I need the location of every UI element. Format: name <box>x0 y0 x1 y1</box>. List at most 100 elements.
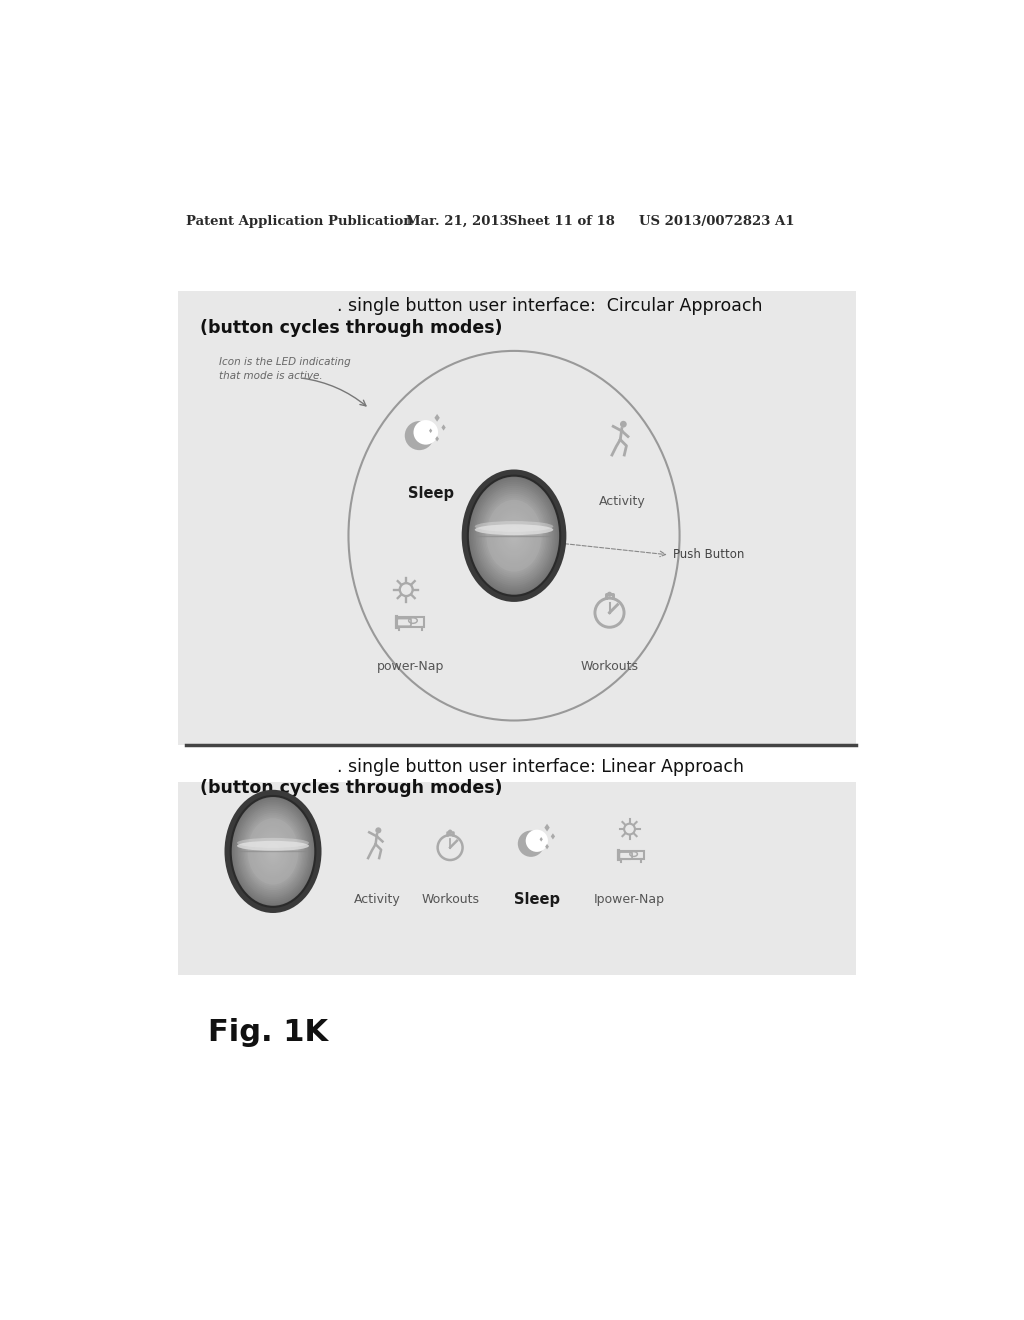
Ellipse shape <box>266 842 281 861</box>
Text: Workouts: Workouts <box>581 660 639 673</box>
Ellipse shape <box>246 816 300 887</box>
Polygon shape <box>551 833 555 840</box>
Ellipse shape <box>480 491 548 579</box>
Text: . single button user interface: Linear Approach: . single button user interface: Linear A… <box>337 758 743 776</box>
Ellipse shape <box>237 804 309 899</box>
Text: power-Nap: power-Nap <box>377 660 443 673</box>
Circle shape <box>447 829 453 834</box>
Circle shape <box>449 846 452 849</box>
Text: that mode is active.: that mode is active. <box>219 371 323 381</box>
Ellipse shape <box>499 516 529 556</box>
Polygon shape <box>441 425 445 430</box>
Ellipse shape <box>260 834 286 869</box>
Text: Mar. 21, 2013: Mar. 21, 2013 <box>407 215 509 228</box>
Text: US 2013/0072823 A1: US 2013/0072823 A1 <box>639 215 795 228</box>
Polygon shape <box>434 414 439 421</box>
Text: Sheet 11 of 18: Sheet 11 of 18 <box>508 215 614 228</box>
Polygon shape <box>429 429 432 433</box>
Text: (button cycles through modes): (button cycles through modes) <box>200 319 503 337</box>
Ellipse shape <box>232 797 314 906</box>
Text: Sleep: Sleep <box>408 486 454 500</box>
Polygon shape <box>540 837 543 842</box>
Ellipse shape <box>271 850 274 853</box>
Ellipse shape <box>244 813 303 890</box>
Ellipse shape <box>264 841 282 862</box>
Ellipse shape <box>240 807 307 896</box>
Text: . single button user interface:  Circular Approach: . single button user interface: Circular… <box>337 297 763 315</box>
Ellipse shape <box>474 483 554 587</box>
Circle shape <box>620 421 627 428</box>
Ellipse shape <box>475 486 553 586</box>
Ellipse shape <box>489 504 539 568</box>
Text: Activity: Activity <box>353 892 400 906</box>
Ellipse shape <box>502 520 526 552</box>
FancyBboxPatch shape <box>178 290 856 744</box>
Ellipse shape <box>462 470 566 602</box>
Ellipse shape <box>253 825 293 878</box>
Text: Activity: Activity <box>598 495 645 508</box>
Ellipse shape <box>481 494 547 578</box>
Ellipse shape <box>505 524 523 548</box>
Ellipse shape <box>490 506 538 566</box>
Text: Workouts: Workouts <box>421 892 479 906</box>
Ellipse shape <box>511 532 517 540</box>
Text: (button cycles through modes): (button cycles through modes) <box>200 779 503 797</box>
Ellipse shape <box>472 482 556 590</box>
Ellipse shape <box>224 789 322 913</box>
Ellipse shape <box>508 528 520 544</box>
Polygon shape <box>435 436 439 441</box>
Circle shape <box>414 420 438 445</box>
Text: Patent Application Publication: Patent Application Publication <box>186 215 413 228</box>
Ellipse shape <box>484 498 544 574</box>
Ellipse shape <box>512 533 515 537</box>
Ellipse shape <box>500 517 528 553</box>
Ellipse shape <box>230 796 315 907</box>
FancyBboxPatch shape <box>178 781 856 974</box>
Circle shape <box>518 830 544 857</box>
Ellipse shape <box>237 838 309 847</box>
Text: Icon is the LED indicating: Icon is the LED indicating <box>219 358 351 367</box>
Ellipse shape <box>257 832 289 871</box>
Ellipse shape <box>238 805 308 898</box>
Ellipse shape <box>475 524 553 535</box>
Ellipse shape <box>249 820 297 883</box>
Text: Ipower-Nap: Ipower-Nap <box>594 892 665 906</box>
Ellipse shape <box>486 500 542 572</box>
Ellipse shape <box>496 512 532 560</box>
Ellipse shape <box>497 513 531 558</box>
Ellipse shape <box>475 521 553 532</box>
Ellipse shape <box>256 829 290 874</box>
Text: Push Button: Push Button <box>673 548 744 561</box>
Circle shape <box>376 828 381 833</box>
Ellipse shape <box>252 824 294 879</box>
Text: Sleep: Sleep <box>514 891 560 907</box>
Ellipse shape <box>494 510 535 562</box>
Ellipse shape <box>245 814 301 888</box>
Ellipse shape <box>251 822 296 880</box>
Ellipse shape <box>241 809 305 894</box>
Circle shape <box>525 830 548 851</box>
Ellipse shape <box>270 847 275 855</box>
Polygon shape <box>545 843 549 849</box>
Ellipse shape <box>233 800 312 903</box>
Ellipse shape <box>248 818 298 884</box>
Ellipse shape <box>237 841 309 851</box>
Ellipse shape <box>509 529 518 541</box>
Ellipse shape <box>478 490 550 582</box>
Ellipse shape <box>493 508 536 564</box>
Ellipse shape <box>487 502 541 570</box>
Circle shape <box>608 611 610 614</box>
Ellipse shape <box>268 846 278 857</box>
Circle shape <box>404 421 434 450</box>
Ellipse shape <box>259 833 287 870</box>
Ellipse shape <box>471 479 557 591</box>
Ellipse shape <box>262 837 285 866</box>
Ellipse shape <box>503 521 524 549</box>
Ellipse shape <box>477 487 551 583</box>
Ellipse shape <box>242 810 304 892</box>
Ellipse shape <box>255 828 292 875</box>
Ellipse shape <box>506 525 521 545</box>
Ellipse shape <box>267 843 279 859</box>
Ellipse shape <box>483 496 545 576</box>
Circle shape <box>607 591 612 597</box>
